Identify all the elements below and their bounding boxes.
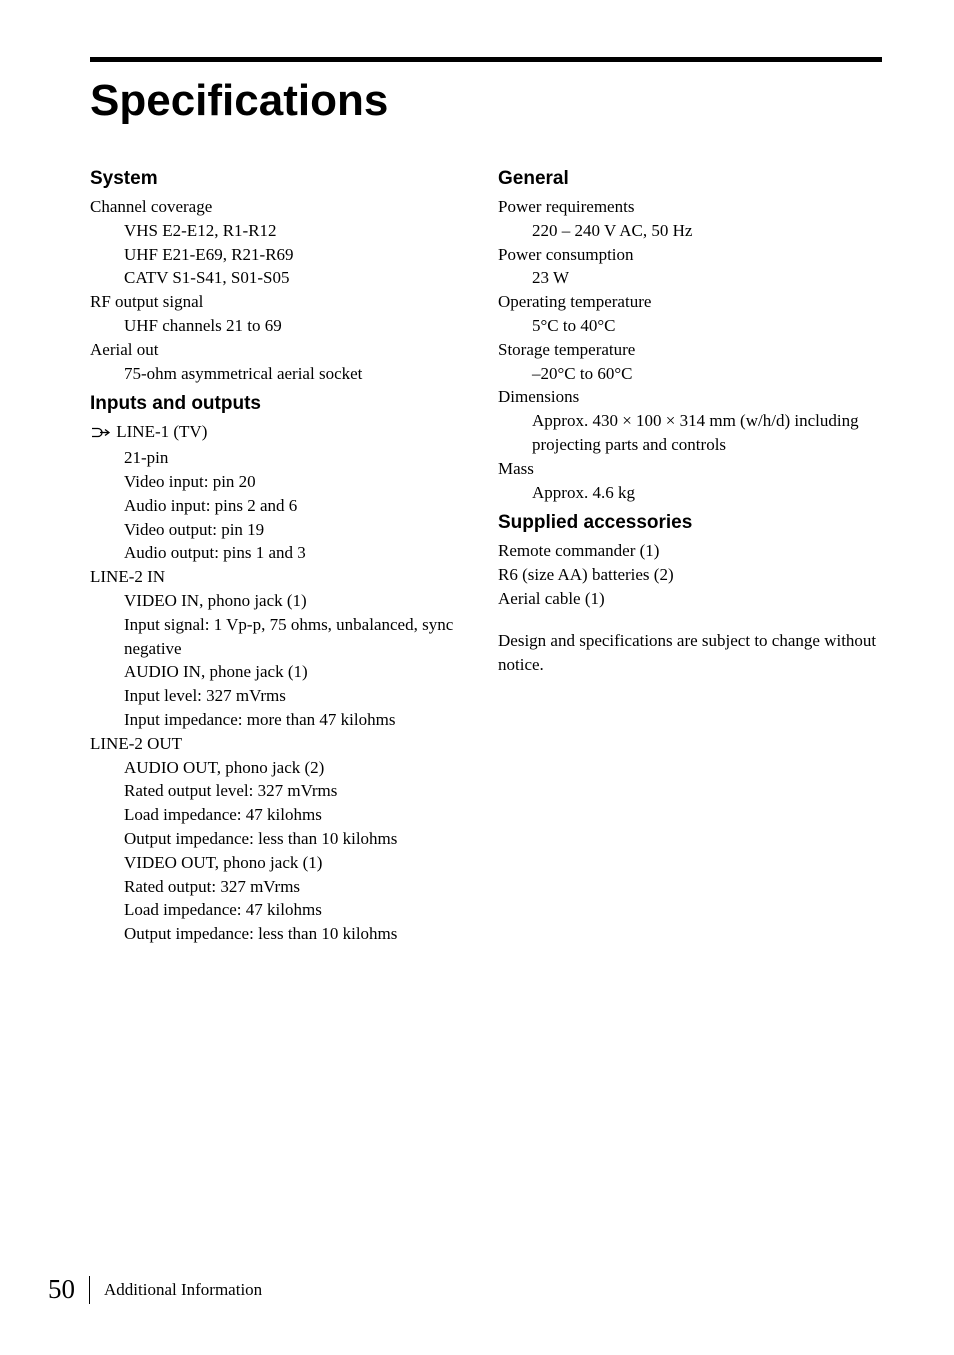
system-heading: System [90,168,474,190]
spec-sub: Output impedance: less than 10 kilohms [90,827,474,851]
spec-sub: AUDIO IN, phone jack (1) [90,660,474,684]
spec-sub: VIDEO OUT, phono jack (1) [90,851,474,875]
content-columns: System Channel coverage VHS E2-E12, R1-R… [90,168,882,954]
spec-term: Storage temperature [498,338,882,362]
spec-sub: Video output: pin 19 [90,518,474,542]
spec-term: Power requirements [498,195,882,219]
spec-sub: Approx. 430 × 100 × 314 mm (w/h/d) inclu… [498,409,882,457]
page-number: 50 [48,1274,75,1305]
spec-term: Mass [498,457,882,481]
spec-sub: CATV S1-S41, S01-S05 [90,266,474,290]
connector-arrow-icon [90,422,110,446]
spec-term: LINE-1 (TV) [90,420,474,446]
spec-sub: Input impedance: more than 47 kilohms [90,708,474,732]
spec-sub: AUDIO OUT, phono jack (2) [90,756,474,780]
footer-divider [89,1276,90,1304]
spec-term: Dimensions [498,385,882,409]
right-column: General Power requirements 220 – 240 V A… [498,168,882,954]
spec-term: LINE-2 OUT [90,732,474,756]
line1-label: LINE-1 (TV) [112,422,207,441]
accessories-heading: Supplied accessories [498,512,882,534]
spec-term: Channel coverage [90,195,474,219]
spec-term: RF output signal [90,290,474,314]
spec-sub: VHS E2-E12, R1-R12 [90,219,474,243]
io-block: LINE-1 (TV) 21-pin Video input: pin 20 A… [90,420,474,946]
spec-sub: Audio output: pins 1 and 3 [90,541,474,565]
spec-sub: 23 W [498,266,882,290]
spec-sub: Audio input: pins 2 and 6 [90,494,474,518]
spec-sub: 5°C to 40°C [498,314,882,338]
spec-sub: UHF channels 21 to 69 [90,314,474,338]
general-heading: General [498,168,882,190]
spec-sub: Rated output: 327 mVrms [90,875,474,899]
spec-line: R6 (size AA) batteries (2) [498,563,882,587]
spec-sub: 220 – 240 V AC, 50 Hz [498,219,882,243]
spec-sub: Input level: 327 mVrms [90,684,474,708]
spec-term: Aerial out [90,338,474,362]
horizontal-rule [90,57,882,62]
spec-sub: Input signal: 1 Vp-p, 75 ohms, unbalance… [90,613,474,661]
accessories-block: Remote commander (1) R6 (size AA) batter… [498,539,882,610]
notice-text: Design and specifications are subject to… [498,629,882,677]
spec-sub: 75-ohm asymmetrical aerial socket [90,362,474,386]
spec-sub: 21-pin [90,446,474,470]
general-block: Power requirements 220 – 240 V AC, 50 Hz… [498,195,882,504]
spec-line: Remote commander (1) [498,539,882,563]
spec-term: LINE-2 IN [90,565,474,589]
spec-line: Aerial cable (1) [498,587,882,611]
spec-sub: Video input: pin 20 [90,470,474,494]
system-block: Channel coverage VHS E2-E12, R1-R12 UHF … [90,195,474,385]
spec-sub: Load impedance: 47 kilohms [90,803,474,827]
spec-sub: –20°C to 60°C [498,362,882,386]
spec-sub: Rated output level: 327 mVrms [90,779,474,803]
spec-sub: Output impedance: less than 10 kilohms [90,922,474,946]
footer-section: Additional Information [104,1280,262,1300]
spec-sub: VIDEO IN, phono jack (1) [90,589,474,613]
left-column: System Channel coverage VHS E2-E12, R1-R… [90,168,474,954]
spec-sub: UHF E21-E69, R21-R69 [90,243,474,267]
footer: 50 Additional Information [48,1274,262,1305]
spec-term: Power consumption [498,243,882,267]
page-title: Specifications [90,76,882,126]
spec-term: Operating temperature [498,290,882,314]
spec-sub: Approx. 4.6 kg [498,481,882,505]
io-heading: Inputs and outputs [90,393,474,415]
spec-sub: Load impedance: 47 kilohms [90,898,474,922]
